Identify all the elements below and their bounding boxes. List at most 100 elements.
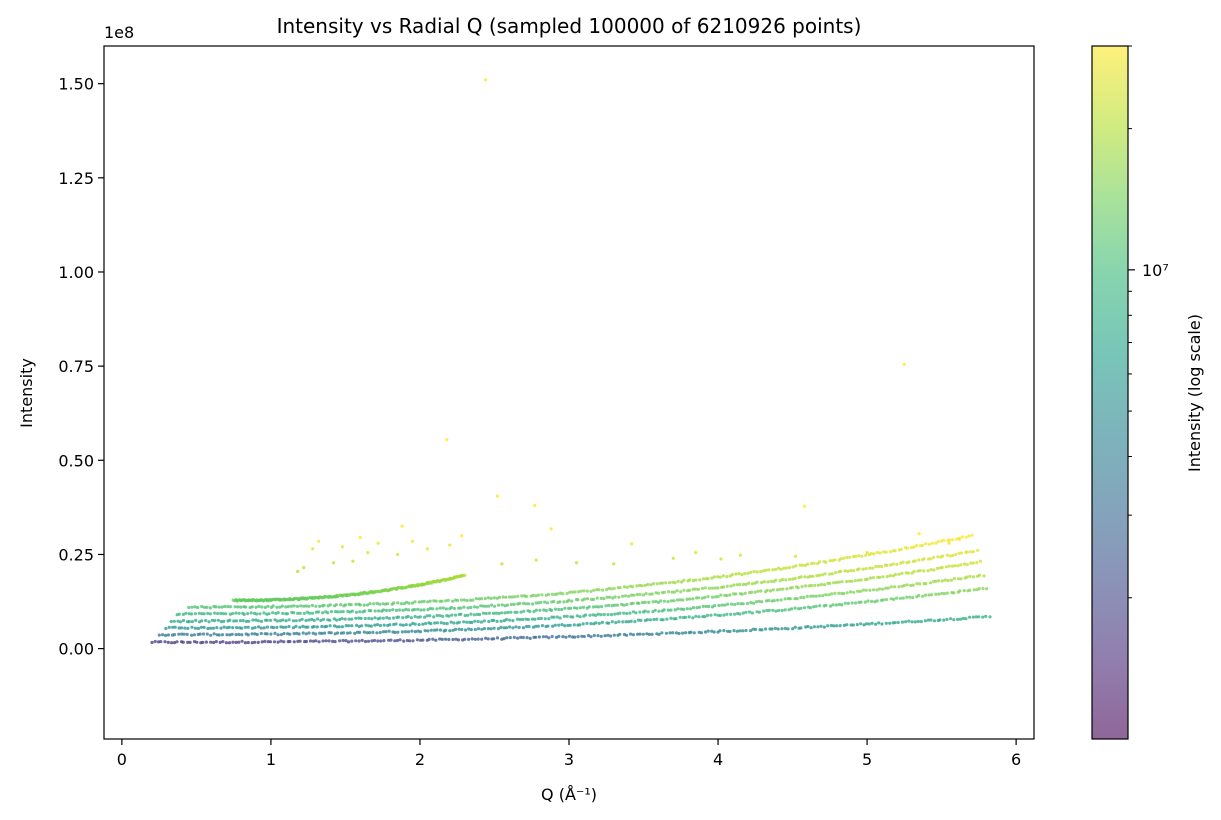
scatter-point bbox=[627, 594, 631, 598]
scatter-point bbox=[655, 582, 659, 586]
scatter-point bbox=[494, 611, 498, 615]
scatter-point bbox=[213, 611, 217, 615]
scatter-point bbox=[906, 571, 911, 575]
scatter-point bbox=[913, 559, 917, 563]
scatter-point bbox=[295, 604, 299, 609]
scatter-point bbox=[965, 550, 970, 554]
scatter-point bbox=[647, 600, 651, 605]
scatter-point bbox=[824, 603, 828, 607]
scatter-point bbox=[170, 641, 174, 645]
scatter-point bbox=[664, 631, 669, 635]
scatter-point bbox=[726, 629, 730, 633]
scatter-point bbox=[484, 611, 488, 616]
scatter-point bbox=[341, 610, 345, 614]
scatter-point bbox=[901, 560, 905, 564]
scatter-point bbox=[613, 595, 617, 599]
scatter-point bbox=[934, 579, 938, 583]
scatter-point bbox=[767, 608, 771, 613]
scatter-point bbox=[774, 578, 778, 582]
scatter-point bbox=[338, 639, 342, 643]
scatter-point bbox=[447, 614, 451, 618]
scatter-point bbox=[418, 630, 423, 634]
scatter-point bbox=[428, 606, 432, 611]
scatter-point bbox=[511, 619, 515, 623]
scatter-point bbox=[266, 604, 270, 608]
y-tick-label: 0.75 bbox=[58, 357, 94, 376]
scatter-point bbox=[678, 598, 682, 602]
scatter-point bbox=[512, 602, 516, 607]
scatter-point bbox=[375, 623, 380, 627]
scatter-point bbox=[974, 615, 978, 619]
scatter-point bbox=[307, 604, 311, 608]
scatter-point bbox=[653, 608, 657, 612]
scatter-point bbox=[718, 613, 723, 618]
scatter-point bbox=[424, 621, 428, 626]
scatter-point bbox=[803, 563, 807, 568]
scatter-point bbox=[192, 633, 196, 637]
scatter-point bbox=[738, 582, 742, 587]
scatter-point bbox=[376, 541, 380, 545]
scatter-point bbox=[421, 638, 425, 642]
scatter-point bbox=[398, 608, 402, 612]
scatter-point bbox=[755, 570, 759, 574]
scatter-point bbox=[377, 609, 381, 613]
scatter-point bbox=[757, 610, 762, 614]
scatter-point bbox=[378, 630, 382, 635]
scatter-point bbox=[942, 538, 946, 542]
scatter-point bbox=[472, 605, 477, 609]
scatter-point bbox=[821, 594, 825, 598]
scatter-point bbox=[260, 605, 264, 609]
colorbar-ticks bbox=[1128, 45, 1135, 599]
scatter-point bbox=[868, 576, 873, 580]
scatter-point bbox=[625, 633, 629, 637]
scatter-point bbox=[766, 580, 770, 584]
scatter-point bbox=[655, 617, 659, 621]
scatter-point bbox=[296, 569, 300, 574]
scatter-point bbox=[877, 564, 881, 569]
scatter-point bbox=[531, 625, 536, 629]
scatter-point bbox=[528, 609, 532, 614]
y-tick-label: 0.50 bbox=[58, 451, 94, 470]
scatter-point bbox=[798, 563, 802, 567]
scatter-point bbox=[391, 616, 396, 620]
scatter-point bbox=[706, 577, 710, 581]
scatter-point bbox=[740, 573, 744, 577]
x-tick-label: 4 bbox=[713, 750, 723, 769]
scatter-point bbox=[754, 627, 758, 632]
scatter-point bbox=[923, 619, 928, 623]
scatter-point bbox=[534, 601, 538, 605]
scatter-point bbox=[318, 604, 322, 609]
scatter-point bbox=[976, 548, 980, 553]
scatter-point bbox=[682, 578, 686, 583]
scatter-point bbox=[621, 594, 625, 598]
scatter-point bbox=[275, 625, 279, 630]
scatter-point bbox=[354, 602, 358, 607]
scatter-point bbox=[822, 625, 827, 629]
scatter-point bbox=[326, 611, 330, 615]
scatter-point bbox=[480, 627, 484, 631]
scatter-point bbox=[306, 596, 310, 600]
scatter-point bbox=[855, 623, 859, 627]
scatter-point bbox=[961, 616, 965, 621]
x-axis-label: Q (Å⁻¹) bbox=[541, 785, 597, 804]
scatter-point bbox=[429, 628, 433, 632]
scatter-point bbox=[671, 631, 675, 635]
x-tick-label: 3 bbox=[564, 750, 574, 769]
scatter-point bbox=[246, 612, 250, 616]
scatter-point bbox=[181, 618, 186, 623]
scatter-point bbox=[578, 615, 582, 619]
scatter-point bbox=[308, 639, 313, 643]
scatter-point bbox=[542, 608, 546, 612]
scatter-point bbox=[572, 606, 577, 610]
scatter-point bbox=[588, 613, 592, 617]
scatter-point bbox=[959, 563, 963, 567]
scatter-point bbox=[387, 629, 391, 633]
scatter-point bbox=[752, 569, 756, 574]
scatter-point bbox=[784, 578, 788, 582]
scatter-point bbox=[234, 633, 238, 637]
scatter-point bbox=[659, 599, 663, 603]
scatter-point bbox=[371, 630, 375, 635]
scatter-point bbox=[534, 635, 538, 639]
scatter-point bbox=[849, 569, 853, 573]
scatter-point bbox=[607, 621, 611, 625]
